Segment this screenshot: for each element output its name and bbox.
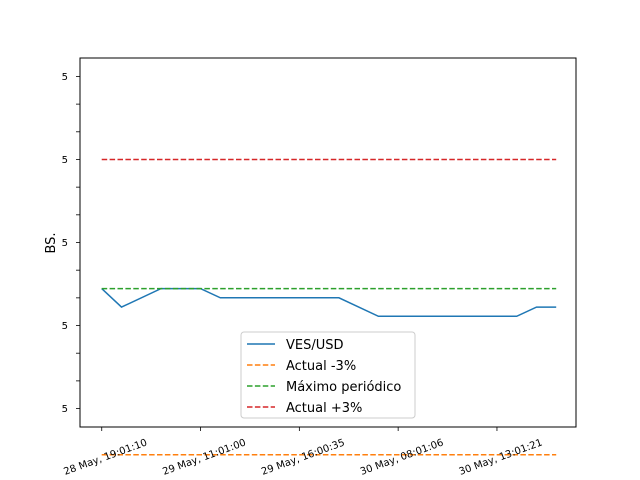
y-tick-label: 5 xyxy=(62,321,68,332)
y-tick-label: 5 xyxy=(62,155,68,166)
x-tick-label: 29 May, 11:01:00 xyxy=(161,437,247,477)
x-tick-label: 30 May, 08:01:06 xyxy=(359,437,445,477)
legend-label: Máximo periódico xyxy=(286,380,401,395)
y-axis: 5 5 5 5 5 xyxy=(62,72,80,415)
legend-label: Actual +3% xyxy=(286,401,362,416)
y-tick-label: 5 xyxy=(62,238,68,249)
legend: VES/USD Actual -3% Máximo periódico Actual … xyxy=(240,331,416,419)
legend-label: VES/USD xyxy=(286,338,344,353)
y-tick-label: 5 xyxy=(62,72,68,83)
y-axis-label: BS. xyxy=(44,232,59,253)
legend-box xyxy=(240,331,416,419)
x-tick-label: 30 May, 13:01:21 xyxy=(458,437,544,477)
x-axis: 28 May, 19:01:10 29 May, 11:01:00 29 May, … xyxy=(62,427,544,478)
legend-label: Actual -3% xyxy=(286,359,356,374)
x-tick-label: 29 May, 16:00:35 xyxy=(260,437,346,477)
y-tick-label: 5 xyxy=(62,404,68,415)
plot-lines xyxy=(101,158,557,456)
series-line-0 xyxy=(101,287,557,318)
x-tick-label: 28 May, 19:01:10 xyxy=(62,437,148,477)
